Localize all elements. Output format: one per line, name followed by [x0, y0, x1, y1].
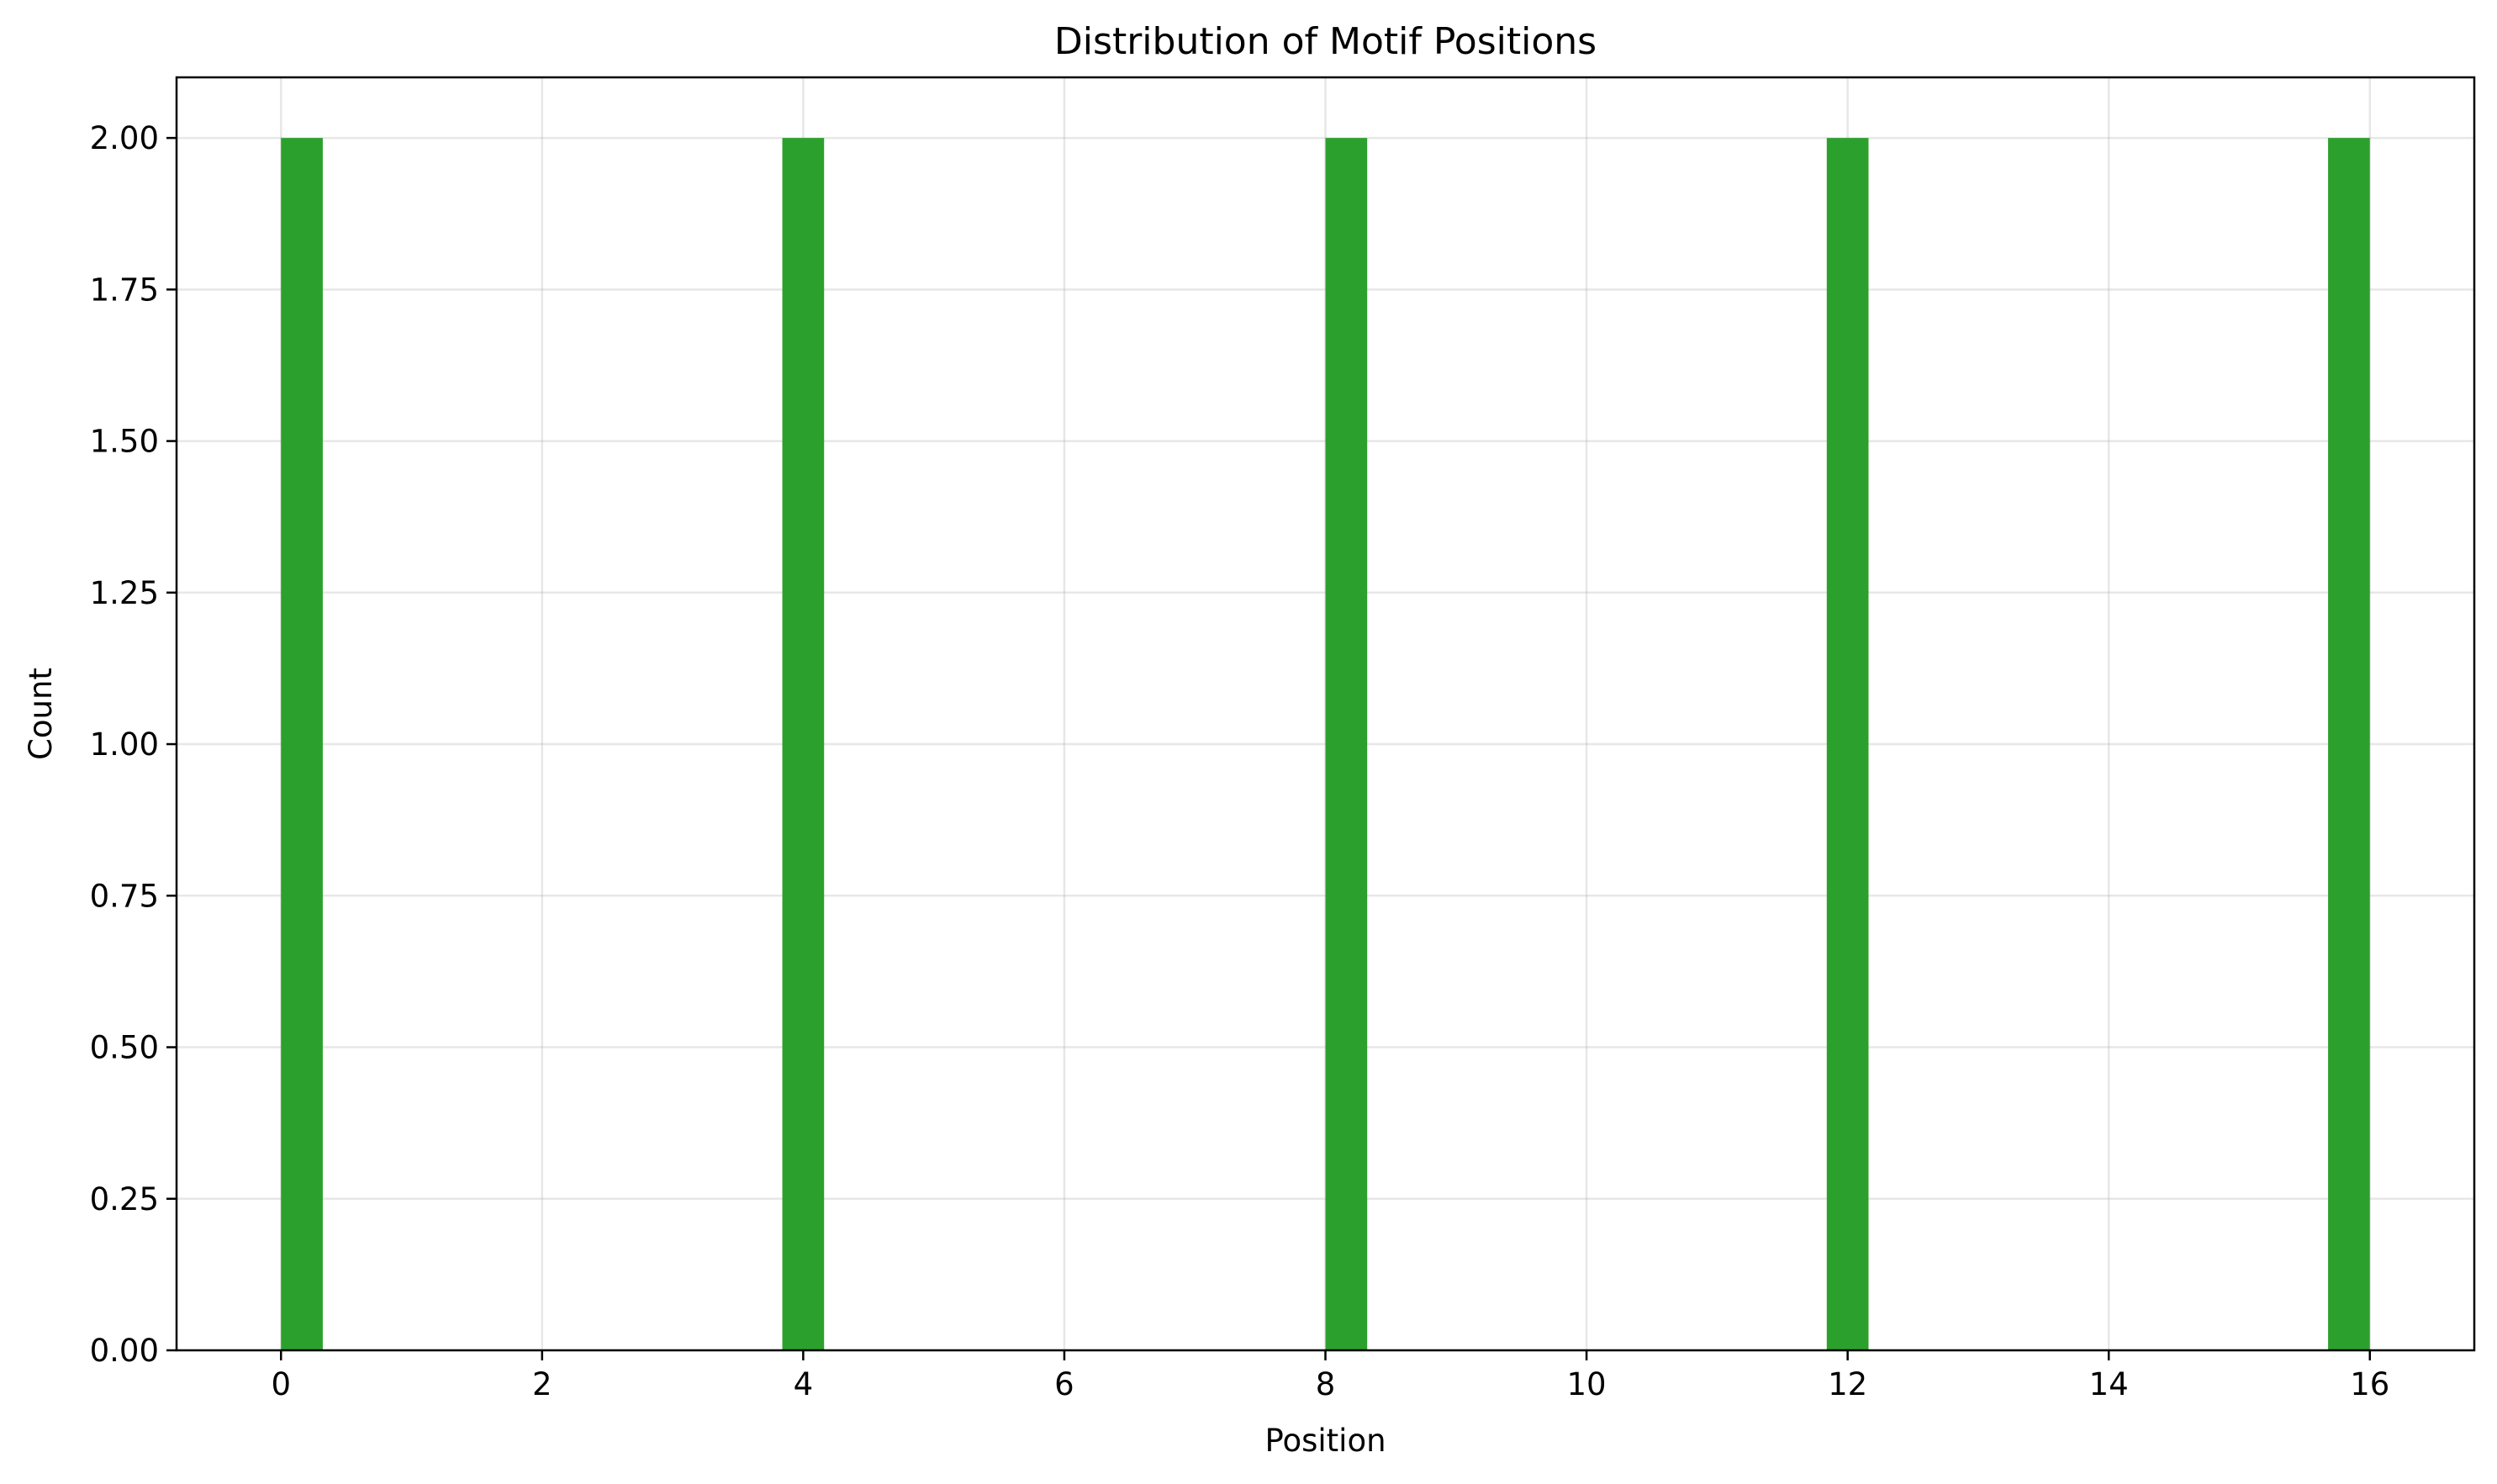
x-tick-label: 4	[794, 1366, 814, 1402]
y-tick-label: 2.00	[90, 120, 159, 156]
ticks-layer: 0 2 4 6 8 10 12 14 16 0.00 0.25 0.50 0.75 1.00 1.25 1.5…	[90, 120, 2390, 1402]
bars-layer	[281, 138, 2370, 1351]
y-tick-label: 1.75	[90, 272, 159, 308]
x-tick-label: 12	[1828, 1366, 1867, 1402]
x-tick-label: 10	[1567, 1366, 1607, 1402]
x-tick-label: 0	[271, 1366, 291, 1402]
y-tick-label: 1.25	[90, 575, 159, 611]
histogram-bar	[2328, 138, 2370, 1351]
y-tick-label: 0.25	[90, 1181, 159, 1217]
x-tick-label: 16	[2350, 1366, 2389, 1402]
histogram-bar	[782, 138, 825, 1351]
x-tick-label: 8	[1316, 1366, 1336, 1402]
chart-title: Distribution of Motif Positions	[1054, 20, 1597, 63]
y-tick-label: 0.75	[90, 878, 159, 914]
x-tick-label: 2	[532, 1366, 552, 1402]
x-tick-label: 14	[2089, 1366, 2129, 1402]
histogram-bar	[1325, 138, 1368, 1351]
y-tick-label: 1.50	[90, 424, 159, 460]
histogram-bar	[281, 138, 323, 1351]
x-axis-title: Position	[1264, 1423, 1386, 1459]
y-tick-label: 0.00	[90, 1333, 159, 1369]
y-tick-label: 0.50	[90, 1030, 159, 1066]
histogram-bar	[1826, 138, 1869, 1351]
y-tick-label: 1.00	[90, 726, 159, 763]
x-tick-label: 6	[1054, 1366, 1074, 1402]
y-axis-title: Count	[23, 668, 59, 760]
